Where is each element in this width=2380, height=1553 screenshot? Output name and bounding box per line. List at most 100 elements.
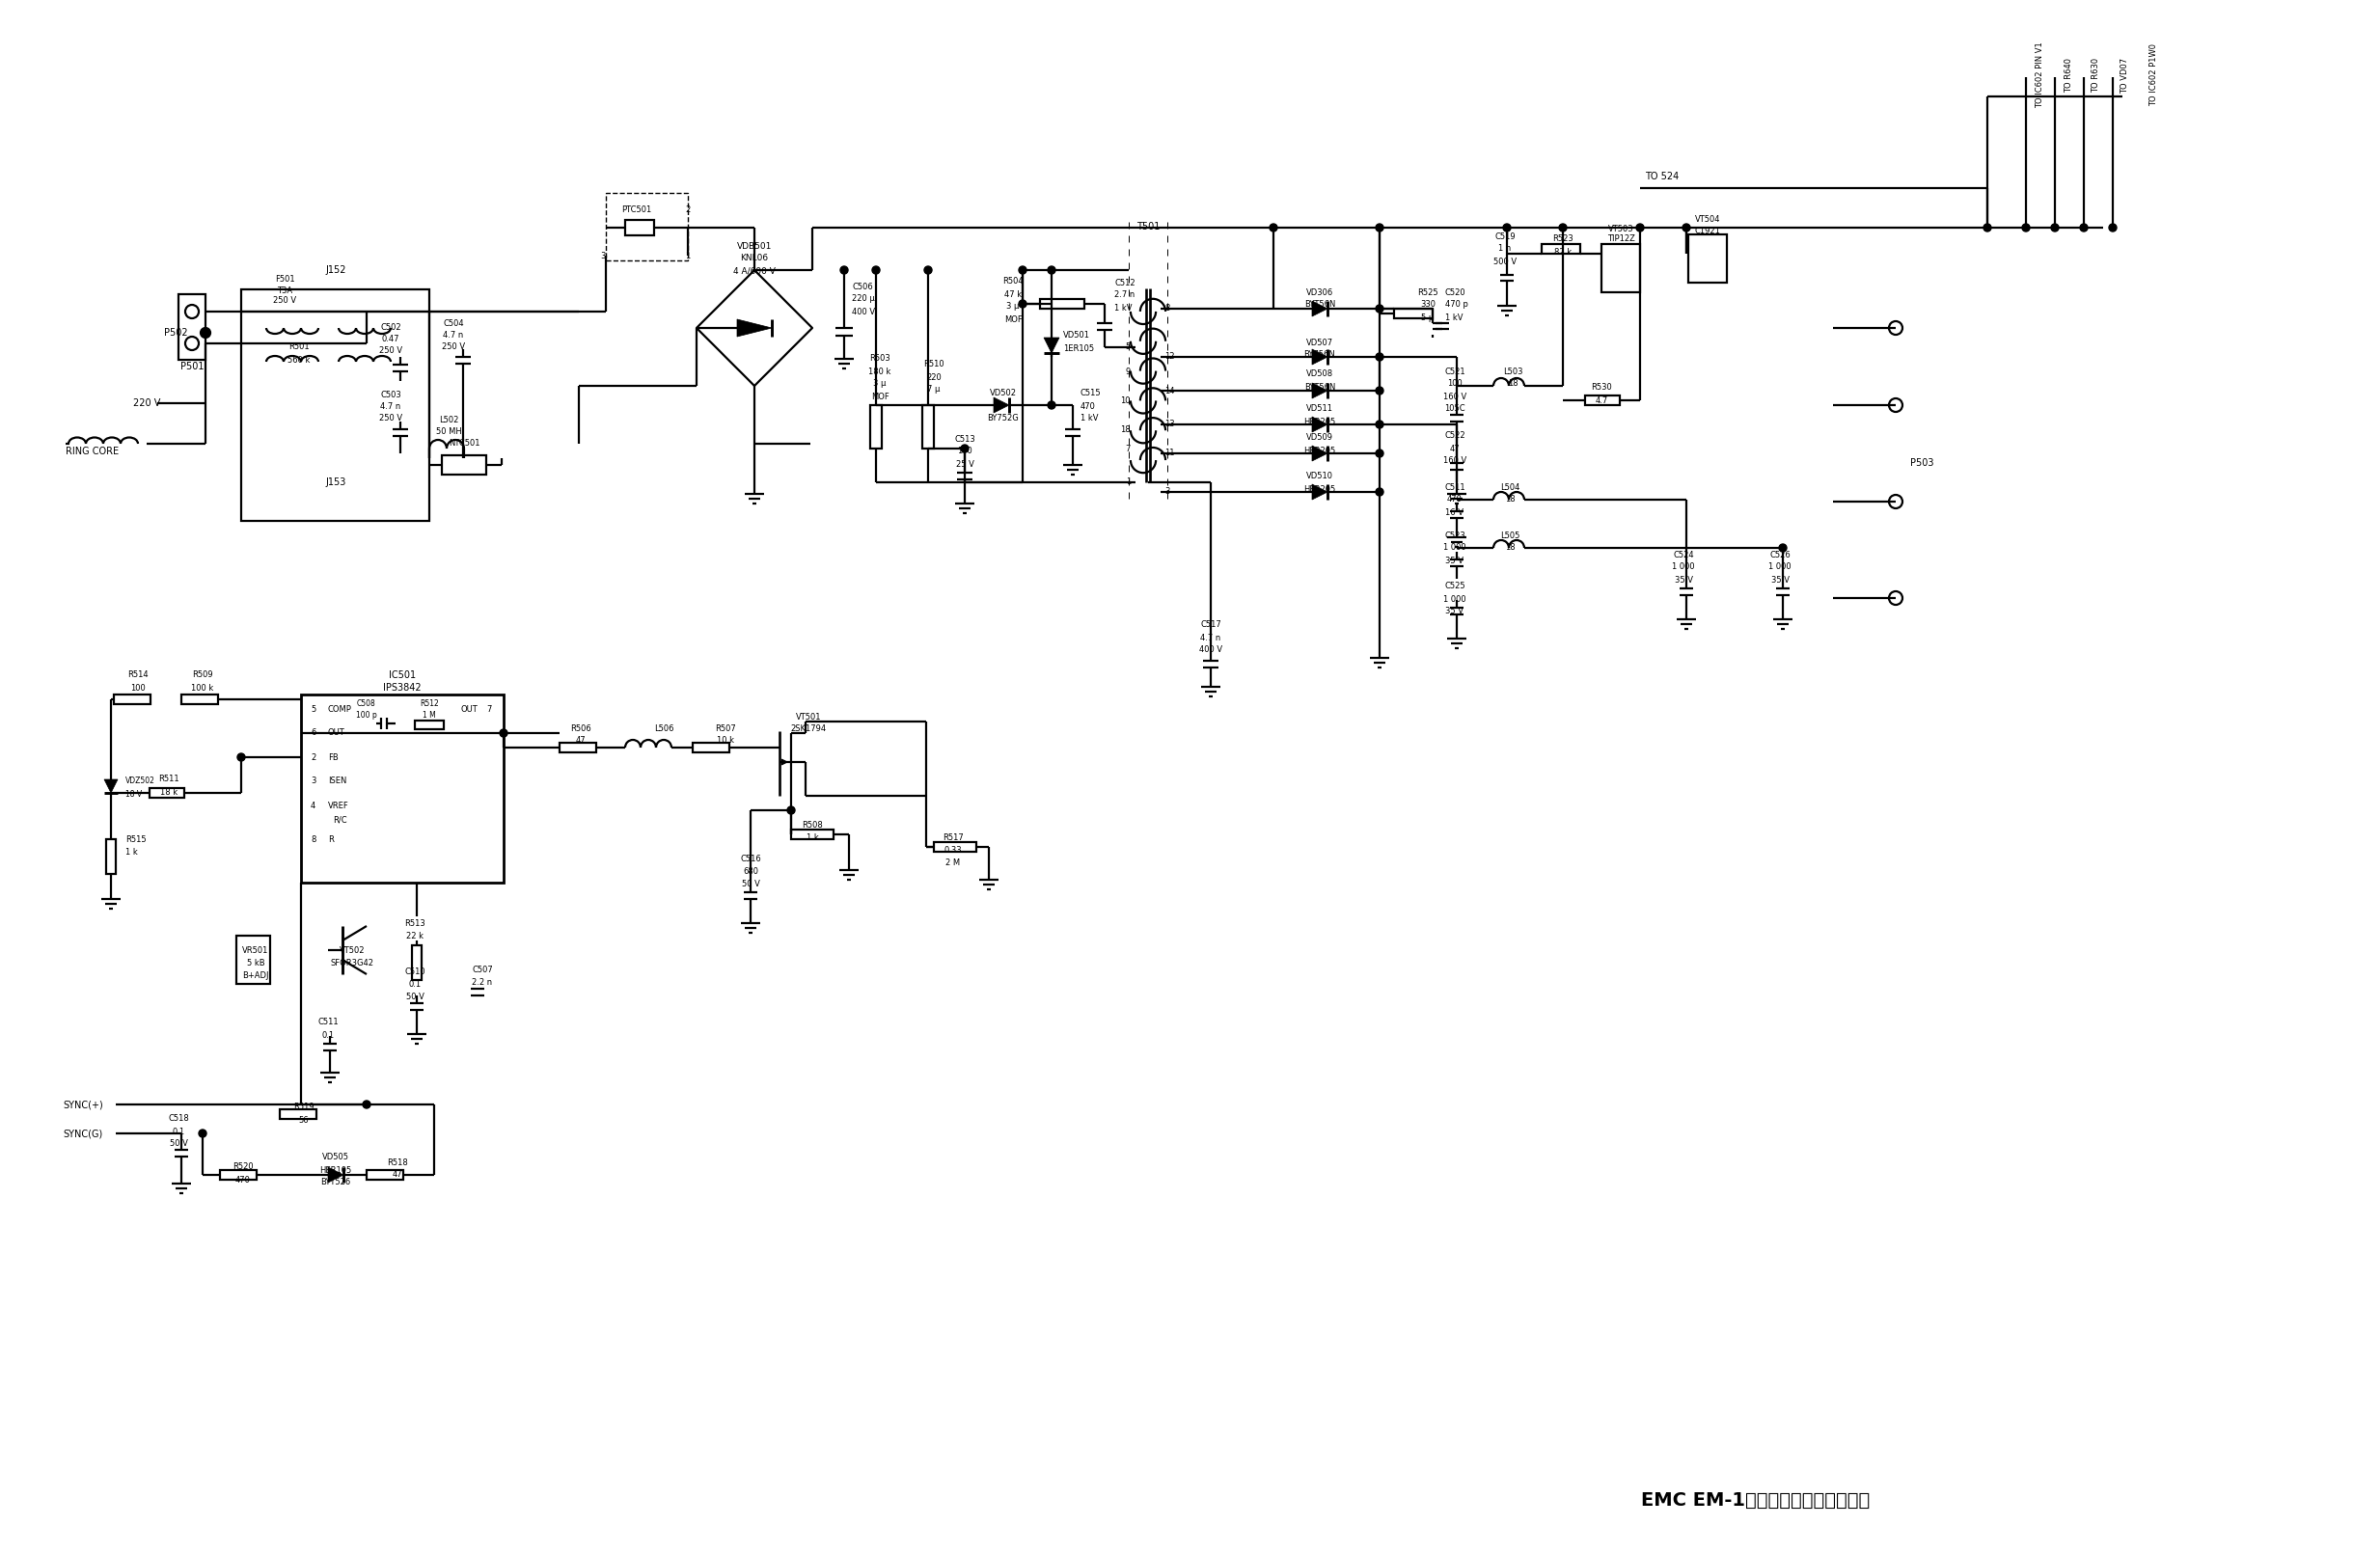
Circle shape (962, 444, 969, 452)
Text: 1: 1 (1126, 478, 1130, 486)
Bar (693, 742, 728, 752)
Text: 2SK1794: 2SK1794 (790, 725, 826, 733)
Text: 35 V: 35 V (1771, 575, 1790, 584)
Text: VD508: VD508 (1307, 370, 1333, 379)
Bar (607, 193, 688, 261)
Circle shape (2052, 224, 2059, 231)
Text: BYT56N: BYT56N (1304, 300, 1335, 309)
Text: R510: R510 (923, 360, 945, 370)
Text: VDZ502: VDZ502 (126, 776, 155, 786)
Circle shape (1376, 488, 1383, 495)
Text: 4 A/600 V: 4 A/600 V (733, 267, 776, 275)
Text: F501: F501 (274, 275, 295, 284)
Text: C524: C524 (1673, 550, 1695, 559)
Text: 50 V: 50 V (169, 1140, 188, 1148)
Bar (1687, 235, 1728, 283)
Text: C526: C526 (1768, 550, 1790, 559)
Text: 1ER105: 1ER105 (1064, 343, 1095, 353)
Text: RING CORE: RING CORE (67, 447, 119, 457)
Circle shape (362, 1101, 371, 1109)
Text: BY752G: BY752G (988, 413, 1019, 422)
Text: 82 k: 82 k (1554, 247, 1571, 256)
Circle shape (923, 266, 933, 273)
Text: 25 V: 25 V (957, 460, 973, 469)
Text: 250 V: 250 V (378, 346, 402, 356)
Text: 35 V: 35 V (1673, 575, 1692, 584)
Bar (1585, 396, 1621, 405)
Text: R506: R506 (571, 724, 590, 733)
Text: 2.2 n: 2.2 n (471, 978, 493, 986)
Bar (367, 1169, 402, 1180)
Text: IC501: IC501 (388, 671, 416, 680)
Text: 10 k: 10 k (716, 736, 733, 745)
Bar (626, 221, 655, 236)
Text: MOF: MOF (1004, 315, 1021, 323)
Text: R530: R530 (1590, 384, 1611, 391)
Bar (219, 1169, 257, 1180)
Text: L502: L502 (438, 416, 459, 426)
Text: 12: 12 (1164, 353, 1176, 362)
Text: VDB501: VDB501 (738, 242, 771, 250)
Circle shape (1778, 544, 1787, 551)
Text: 50 V: 50 V (743, 879, 759, 888)
Bar (240, 289, 428, 520)
Text: 100 p: 100 p (357, 710, 376, 719)
Text: C508: C508 (357, 700, 376, 708)
Text: 22 k: 22 k (407, 932, 424, 940)
Text: 160 V: 160 V (1442, 391, 1466, 401)
Text: 1 kV: 1 kV (1114, 303, 1133, 312)
Text: 5 kB: 5 kB (248, 958, 264, 968)
Text: R509: R509 (193, 671, 214, 680)
Circle shape (1635, 224, 1645, 231)
Text: 5 μ: 5 μ (1421, 314, 1435, 321)
Text: 1 M: 1 M (424, 710, 436, 719)
Text: 4.7: 4.7 (1595, 396, 1609, 405)
Text: 47 k: 47 k (1004, 290, 1021, 298)
Text: 18 k: 18 k (159, 787, 178, 797)
Text: 220 V: 220 V (133, 399, 159, 408)
Text: 6: 6 (312, 728, 317, 738)
Text: 2.7 n: 2.7 n (1114, 290, 1135, 300)
Text: 47: 47 (393, 1171, 402, 1179)
Polygon shape (1311, 349, 1328, 365)
Text: 400 V: 400 V (852, 307, 876, 315)
Text: 35 V: 35 V (1445, 556, 1464, 565)
Text: 470: 470 (236, 1176, 250, 1183)
Bar (1040, 300, 1085, 309)
Bar (414, 721, 443, 730)
Text: L506: L506 (655, 724, 674, 733)
Polygon shape (1045, 337, 1059, 353)
Text: R515: R515 (126, 836, 145, 843)
Text: 5: 5 (312, 705, 317, 713)
Text: BY756N: BY756N (1304, 351, 1335, 359)
Text: TO IC602 P1W0: TO IC602 P1W0 (2149, 43, 2159, 107)
Text: R: R (328, 836, 333, 843)
Text: TIP12Z: TIP12Z (1607, 235, 1635, 244)
Text: 250 V: 250 V (274, 297, 295, 306)
Text: R525: R525 (1418, 287, 1438, 297)
Text: 105C: 105C (1445, 405, 1466, 413)
Bar (300, 694, 505, 882)
Text: SYNC(G): SYNC(G) (62, 1129, 102, 1138)
Text: 3: 3 (1164, 488, 1169, 497)
Text: 47: 47 (1449, 444, 1459, 453)
Text: 0.1: 0.1 (171, 1127, 186, 1135)
Text: C516: C516 (740, 854, 762, 863)
Text: 5: 5 (1126, 343, 1130, 351)
Bar (114, 694, 150, 704)
Text: 470: 470 (1447, 495, 1461, 505)
Text: C510: C510 (405, 968, 426, 975)
Text: R508: R508 (802, 820, 823, 829)
Circle shape (1376, 224, 1383, 231)
Text: 500 V: 500 V (1492, 258, 1516, 266)
Circle shape (200, 328, 209, 337)
Text: TO R640: TO R640 (2063, 57, 2073, 93)
Text: 0.1: 0.1 (409, 980, 421, 988)
Circle shape (1376, 304, 1383, 312)
Text: P502: P502 (164, 328, 188, 337)
Text: C519: C519 (1495, 231, 1516, 241)
Polygon shape (995, 398, 1009, 413)
Text: 1 000: 1 000 (1768, 562, 1792, 572)
Text: C515: C515 (1081, 390, 1102, 398)
Text: VR501: VR501 (243, 946, 269, 955)
